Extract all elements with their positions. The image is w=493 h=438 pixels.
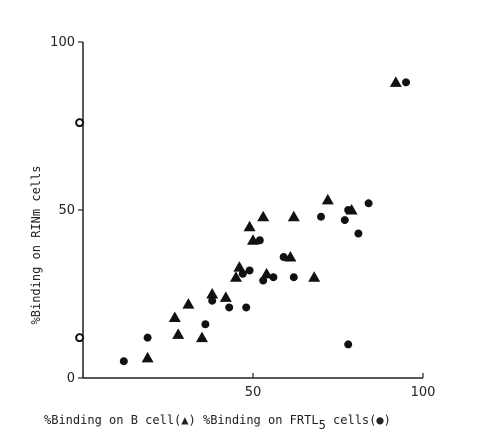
triangle-point: [308, 271, 321, 282]
circle-point: [289, 273, 298, 282]
triangle-point: [141, 351, 154, 363]
triangle-point: [196, 331, 208, 343]
x-axis-label-part2: ) %Binding on FRTL: [189, 413, 319, 427]
circle-point: [344, 340, 353, 349]
triangle-point: [219, 291, 232, 302]
x-tick-label: 50: [245, 385, 262, 400]
circle-point: [340, 216, 349, 225]
data-points: [75, 76, 410, 366]
x-axis-label: %Binding on B cell(▲) %Binding on FRTL5 …: [44, 413, 391, 432]
circle-point: [364, 199, 373, 208]
circle-point: [259, 276, 268, 285]
circle-point: [225, 303, 234, 312]
open-circle-point: [75, 118, 85, 128]
triangle-point: [172, 328, 185, 339]
circle-point: [255, 236, 264, 245]
triangle-point: [243, 220, 256, 232]
triangle-icon: ▲: [181, 413, 189, 427]
triangle-point: [247, 234, 259, 245]
circle-point: [242, 303, 251, 312]
triangle-point: [206, 288, 219, 299]
circle-point: [208, 296, 217, 305]
y-axis: 0 50 100: [50, 35, 84, 386]
circle-point: [143, 333, 152, 342]
triangle-point: [168, 311, 181, 323]
y-ticks: 0 50 100: [50, 35, 83, 386]
x-tick-label: 100: [411, 385, 436, 400]
triangle-point: [284, 251, 297, 262]
triangle-point: [182, 298, 195, 309]
x-ticks: 50 100: [82, 373, 436, 400]
circle-point: [317, 212, 325, 221]
open-circle-point: [75, 333, 85, 343]
triangle-point: [257, 210, 270, 222]
y-tick-label: 50: [58, 203, 75, 218]
triangle-point: [260, 267, 273, 279]
triangle-point: [287, 210, 300, 222]
circle-point: [245, 266, 254, 275]
x-axis-label-part1: %Binding on B cell(: [44, 413, 181, 427]
circle-point: [119, 357, 128, 366]
triangle-point: [230, 271, 242, 282]
circle-point: [201, 320, 210, 329]
circle-point: [238, 269, 247, 278]
x-axis-label-part4: ): [384, 413, 391, 427]
circle-point: [344, 206, 353, 214]
y-tick-label: 0: [67, 371, 75, 386]
x-axis-label-subscript: 5: [319, 418, 326, 432]
y-axis-label: %Binding on RINm cells: [29, 166, 43, 325]
triangle-point: [389, 76, 402, 87]
triangle-point: [233, 261, 246, 272]
triangle-point: [321, 193, 334, 205]
x-axis: 50 100: [82, 373, 436, 400]
circle-point: [269, 273, 278, 282]
circle-point: [402, 78, 410, 87]
circle-point: [354, 229, 363, 238]
circle-point: [279, 253, 288, 262]
y-tick-label: 100: [50, 35, 75, 50]
filled-circle-icon: ●: [376, 413, 384, 427]
x-axis-label-part3: cells(: [326, 413, 377, 427]
